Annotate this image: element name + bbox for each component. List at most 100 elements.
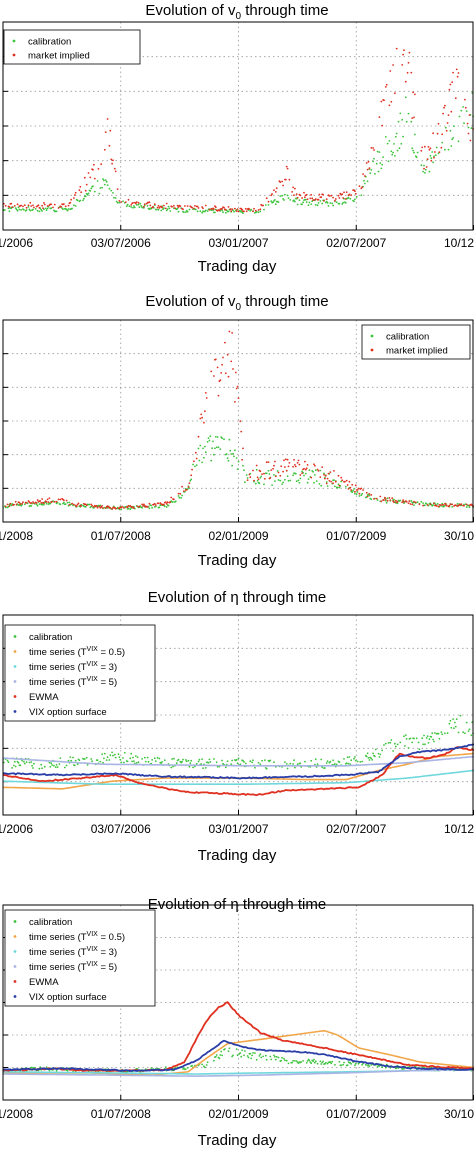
data-layer <box>3 330 474 511</box>
data-point <box>259 208 262 211</box>
data-point <box>67 759 70 762</box>
data-point <box>33 206 35 209</box>
data-point <box>399 499 402 502</box>
data-point <box>65 499 68 502</box>
data-point <box>451 503 454 506</box>
data-point <box>138 505 141 508</box>
data-point <box>326 202 329 204</box>
data-point <box>153 757 156 760</box>
data-point <box>15 208 18 211</box>
data-point <box>437 732 440 735</box>
data-point <box>454 97 457 100</box>
data-point <box>457 731 460 734</box>
data-point <box>38 210 41 213</box>
data-point <box>93 163 95 166</box>
data-point <box>375 162 378 165</box>
data-point <box>10 202 13 205</box>
data-point <box>231 208 234 211</box>
data-point <box>167 205 170 208</box>
data-point <box>430 157 433 160</box>
data-point <box>209 761 212 763</box>
legend-box <box>4 909 156 1007</box>
data-point <box>35 503 38 506</box>
data-point <box>421 737 424 740</box>
grid <box>2 22 474 230</box>
data-point <box>305 201 308 204</box>
data-point <box>353 757 355 760</box>
data-point <box>118 756 121 759</box>
data-point <box>28 761 31 764</box>
chart-panel-3: Evolution of η through time 02/01/2006 03… <box>0 585 474 885</box>
data-point <box>396 149 399 152</box>
data-point <box>127 504 130 507</box>
data-point <box>189 762 192 765</box>
data-point <box>240 1055 243 1058</box>
data-point <box>255 464 258 467</box>
data-point <box>465 721 468 724</box>
data-point <box>469 139 472 142</box>
series-line-time-series-t-vix-3- <box>3 769 474 785</box>
legend-entry: time series (TVIX = 5) <box>29 961 117 973</box>
chart-title: Evolution of v0 through time <box>0 2 474 22</box>
data-point <box>84 195 87 198</box>
data-point <box>264 204 267 206</box>
data-point <box>362 489 364 491</box>
data-point <box>55 1069 58 1072</box>
data-point <box>46 205 49 207</box>
data-point <box>378 151 381 154</box>
data-point <box>36 209 39 212</box>
data-point <box>280 465 283 468</box>
data-point <box>330 1062 333 1065</box>
data-point <box>164 1066 167 1069</box>
data-point <box>89 190 92 192</box>
data-point <box>329 760 332 763</box>
data-point <box>242 759 244 762</box>
data-point <box>36 504 39 507</box>
data-point <box>36 499 39 501</box>
data-point <box>323 472 325 475</box>
data-point <box>332 196 334 199</box>
data-point <box>237 757 240 760</box>
data-point <box>350 489 353 491</box>
data-point <box>89 176 92 179</box>
data-point <box>338 486 341 489</box>
data-point <box>235 457 238 459</box>
data-point <box>244 207 247 210</box>
data-point <box>440 146 443 149</box>
data-point <box>467 126 470 129</box>
data-point <box>126 203 129 206</box>
data-point <box>43 203 46 206</box>
data-point <box>207 762 210 764</box>
data-point <box>84 189 87 192</box>
legend-marker <box>13 710 17 713</box>
data-point <box>299 762 302 765</box>
data-point <box>114 507 117 510</box>
data-point <box>112 192 114 194</box>
data-point <box>383 99 385 102</box>
data-point <box>203 456 205 459</box>
data-point <box>374 755 376 758</box>
data-point <box>148 507 151 510</box>
data-point <box>226 353 229 356</box>
data-point <box>368 759 371 761</box>
data-point <box>466 122 469 125</box>
data-point <box>239 763 242 766</box>
data-point <box>420 164 423 167</box>
data-point <box>354 756 356 758</box>
data-point <box>307 478 310 480</box>
data-point <box>155 208 158 211</box>
data-point <box>123 761 125 764</box>
data-point <box>114 170 117 173</box>
data-point <box>391 153 394 156</box>
data-layer <box>3 47 474 215</box>
data-point <box>415 737 418 740</box>
data-point <box>304 468 307 471</box>
data-point <box>429 147 432 150</box>
data-point <box>277 201 280 204</box>
data-point <box>8 505 11 507</box>
data-point <box>380 100 383 103</box>
data-point <box>216 765 219 768</box>
data-point <box>365 755 368 758</box>
data-point <box>378 756 381 758</box>
legend-marker <box>13 995 17 998</box>
